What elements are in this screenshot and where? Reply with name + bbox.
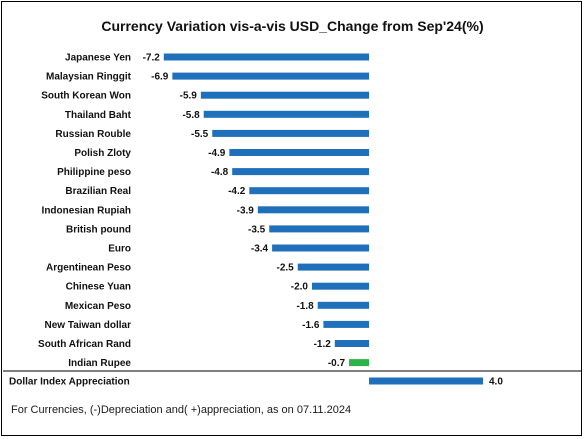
bar-japanese-yen — [163, 53, 369, 61]
bar-philippine-peso — [232, 168, 369, 176]
category-label-argentinean-peso: Argentinean Peso — [46, 263, 131, 274]
category-label-british-pound: British pound — [66, 224, 131, 235]
category-label-dollar-index-appreciation: Dollar Index Appreciation — [9, 377, 130, 388]
footnote: For Currencies, (-)Depreciation and( +)a… — [11, 404, 351, 416]
bar-argentinean-peso — [297, 263, 369, 271]
category-label-mexican-peso: Mexican Peso — [65, 301, 131, 312]
value-label-south-african-rand: -1.2 — [314, 339, 332, 350]
value-label-philippine-peso: -4.8 — [211, 167, 229, 178]
category-label-indonesian-rupiah: Indonesian Rupiah — [42, 205, 131, 216]
category-label-euro: Euro — [108, 244, 131, 255]
bar-south-korean-won — [200, 91, 369, 99]
value-label-argentinean-peso: -2.5 — [277, 263, 295, 274]
category-label-russian-rouble: Russian Rouble — [55, 129, 131, 140]
bar-euro — [272, 244, 369, 252]
category-label-malaysian-ringgit: Malaysian Ringgit — [46, 72, 132, 83]
bar-polish-zloty — [229, 149, 369, 156]
bar-chinese-yuan — [312, 282, 369, 290]
value-label-polish-zloty: -4.9 — [208, 148, 226, 159]
category-label-thailand-baht: Thailand Baht — [65, 110, 132, 121]
bar-russian-rouble — [212, 129, 369, 137]
value-label-thailand-baht: -5.8 — [182, 110, 200, 121]
value-label-dollar-index-appreciation: 4.0 — [489, 377, 503, 388]
bar-malaysian-ringgit — [172, 72, 369, 80]
bar-thailand-baht — [203, 110, 369, 118]
footnote-text: (-)Depreciation and( +)appreciation, as … — [89, 404, 352, 416]
category-label-chinese-yuan: Chinese Yuan — [66, 282, 131, 293]
footnote-prefix: For Currencies, — [11, 404, 90, 416]
bar-south-african-rand — [334, 340, 369, 347]
bar-british-pound — [269, 225, 369, 233]
category-label-south-african-rand: South African Rand — [38, 339, 131, 350]
chart-title: Currency Variation vis-a-vis USD_Change … — [101, 18, 484, 34]
value-label-brazilian-real: -4.2 — [228, 186, 246, 197]
value-label-chinese-yuan: -2.0 — [291, 282, 309, 293]
bar-indian-rupee — [349, 359, 369, 367]
value-label-japanese-yen: -7.2 — [143, 53, 161, 64]
value-label-russian-rouble: -5.5 — [191, 129, 209, 140]
category-label-polish-zloty: Polish Zloty — [74, 148, 131, 159]
category-label-indian-rupee: Indian Rupee — [68, 358, 131, 369]
value-label-euro: -3.4 — [251, 244, 269, 255]
category-label-south-korean-won: South Korean Won — [41, 91, 131, 102]
value-label-indonesian-rupiah: -3.9 — [237, 205, 255, 216]
value-label-mexican-peso: -1.8 — [296, 301, 314, 312]
value-label-new-taiwan-dollar: -1.6 — [302, 320, 320, 331]
value-label-british-pound: -3.5 — [248, 224, 266, 235]
category-label-brazilian-real: Brazilian Real — [65, 186, 131, 197]
bar-indonesian-rupiah — [257, 206, 369, 214]
category-label-new-taiwan-dollar: New Taiwan dollar — [45, 320, 132, 331]
bar-new-taiwan-dollar — [323, 320, 369, 328]
value-label-south-korean-won: -5.9 — [180, 91, 198, 102]
category-label-philippine-peso: Philippine peso — [57, 167, 131, 178]
bar-mexican-peso — [317, 301, 369, 309]
category-label-japanese-yen: Japanese Yen — [65, 53, 131, 64]
bar-dollar-index-appreciation — [369, 377, 483, 385]
value-label-malaysian-ringgit: -6.9 — [151, 72, 169, 83]
value-label-indian-rupee: -0.7 — [328, 358, 346, 369]
bar-brazilian-real — [249, 187, 369, 195]
